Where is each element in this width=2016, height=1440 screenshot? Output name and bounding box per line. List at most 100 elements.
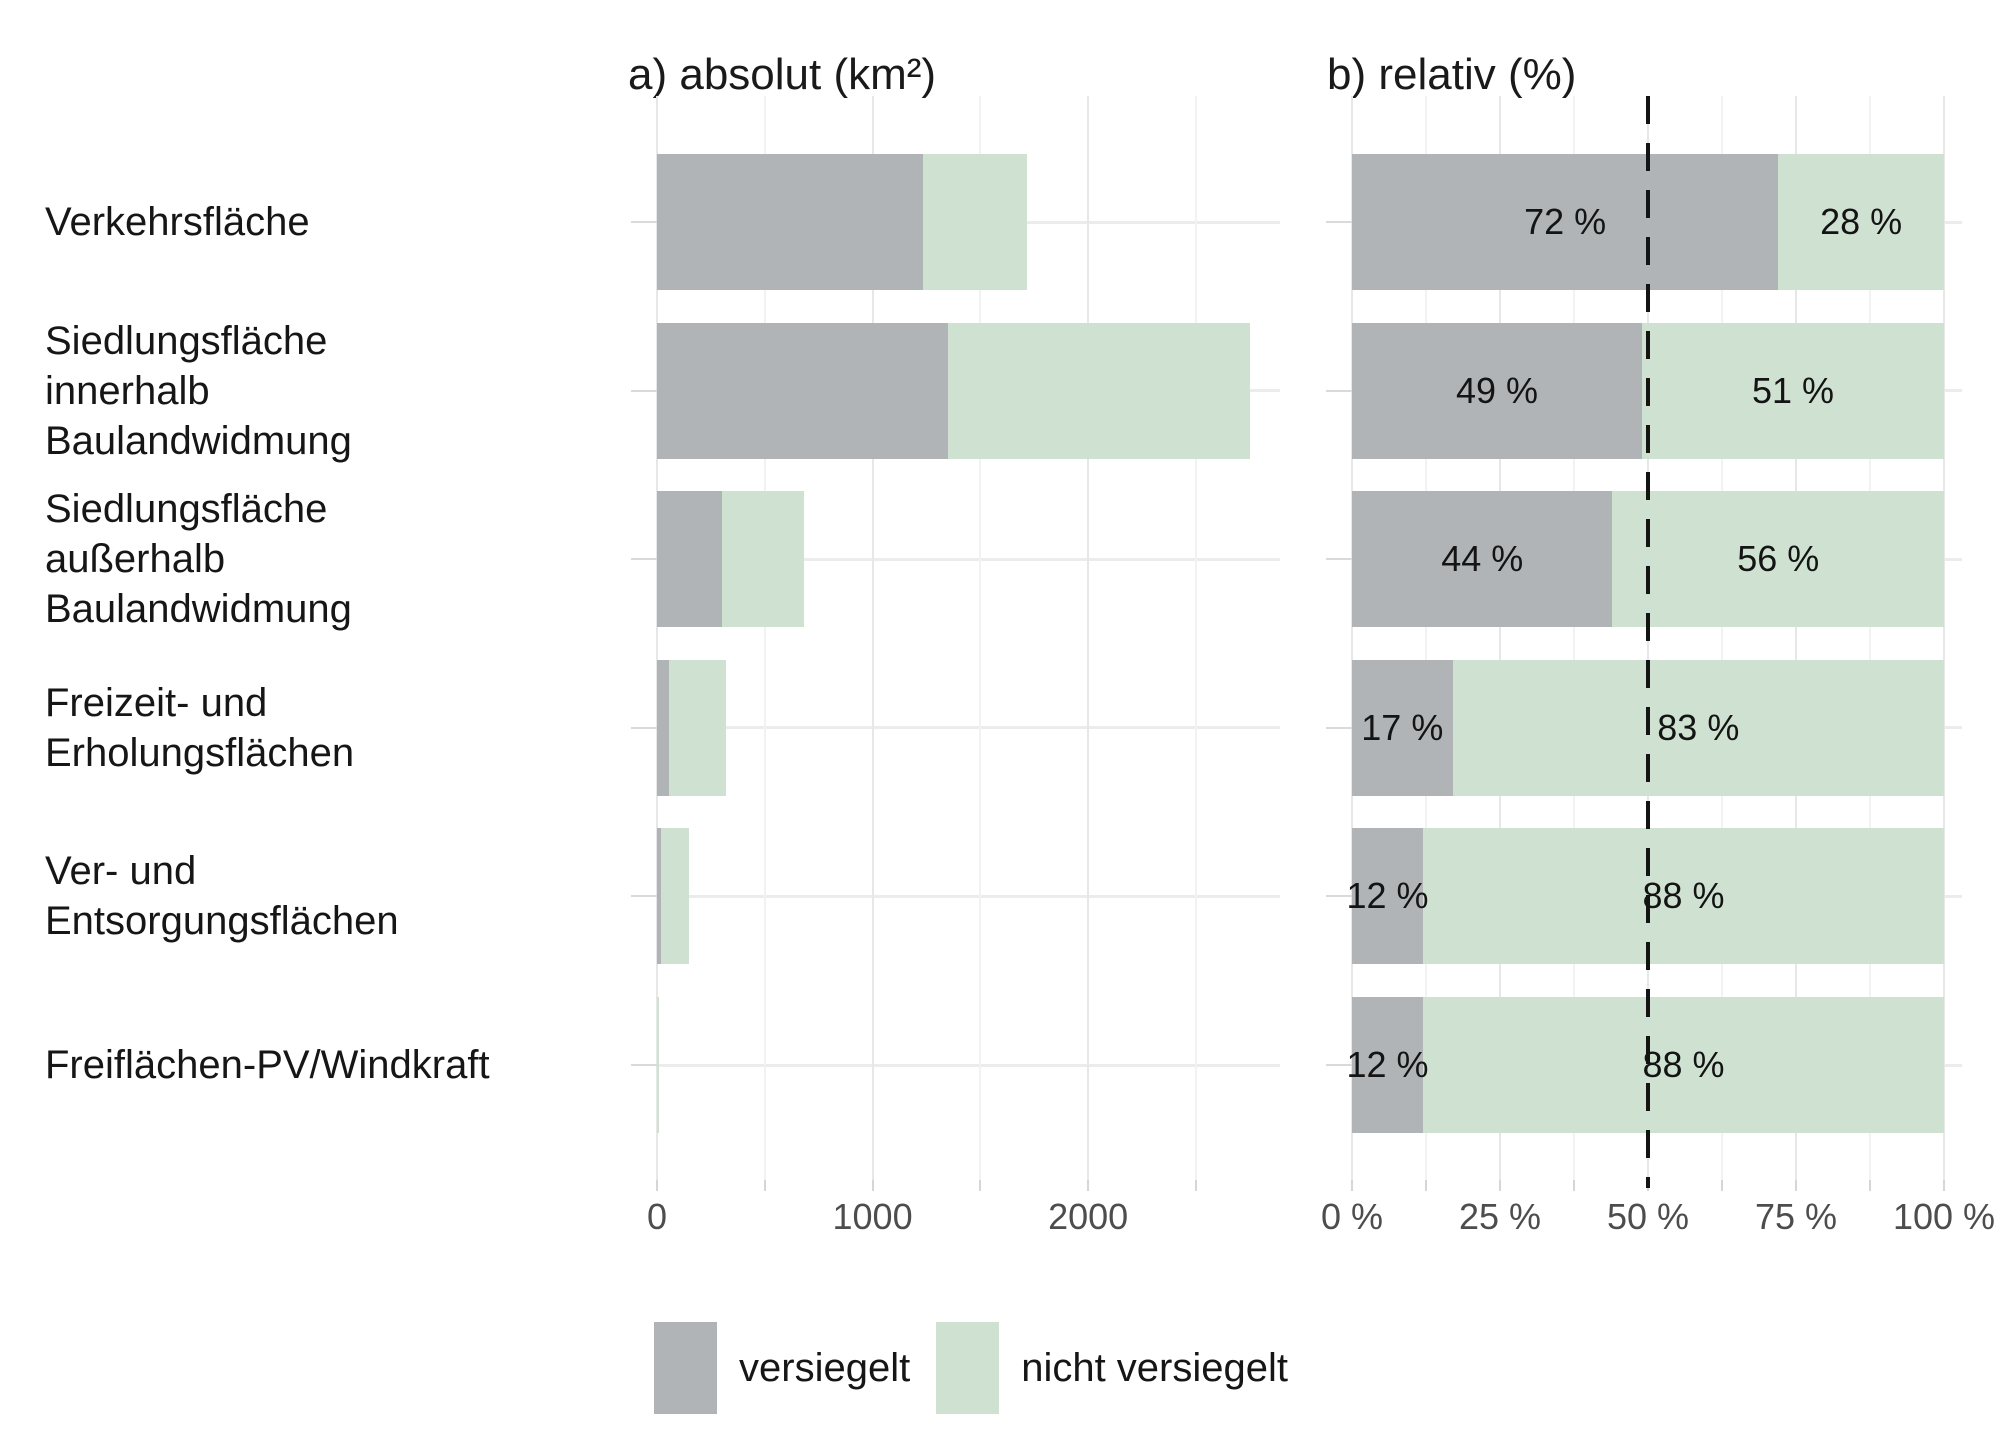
category-tick bbox=[631, 895, 657, 898]
bar-segment-versiegelt bbox=[657, 659, 669, 796]
bar-value-label-nicht-versiegelt: 28 % bbox=[1820, 201, 1903, 242]
legend-label-versiegelt: versiegelt bbox=[739, 1345, 911, 1390]
v-gridline-major bbox=[1087, 96, 1090, 1180]
x-axis-tick bbox=[1425, 1180, 1427, 1191]
v-gridline-minor bbox=[1573, 96, 1575, 1180]
category-label: Verkehrsfläche bbox=[45, 200, 310, 244]
bar-segment-nicht-versiegelt bbox=[1642, 322, 1944, 459]
category-tick bbox=[631, 389, 657, 392]
v-gridline-minor bbox=[1194, 96, 1197, 1180]
bar-segment-nicht-versiegelt bbox=[660, 828, 690, 965]
bar-value-label-nicht-versiegelt: 88 % bbox=[1642, 1044, 1725, 1085]
bar-segment-versiegelt bbox=[657, 828, 661, 965]
legend: versiegelt nicht versiegelt bbox=[654, 1322, 1314, 1414]
v-gridline-major bbox=[1351, 96, 1353, 1180]
v-gridline-major bbox=[1943, 96, 1945, 1180]
bar-segment-nicht-versiegelt bbox=[721, 491, 804, 628]
category-label: Ver- und Entsorgungsflächen bbox=[45, 849, 399, 944]
v-gridline-minor bbox=[979, 96, 982, 1180]
x-axis-tick-label: 1000 bbox=[832, 1196, 913, 1237]
x-axis-tick-label: 25 % bbox=[1458, 1196, 1542, 1237]
category-tick bbox=[1326, 389, 1352, 392]
bar-segment-versiegelt bbox=[1352, 491, 1613, 628]
bar-segment-versiegelt bbox=[657, 154, 924, 290]
x-axis-tick bbox=[763, 1180, 766, 1191]
bar-segment-nicht-versiegelt bbox=[1423, 997, 1944, 1133]
x-axis-tick bbox=[1721, 1180, 1723, 1191]
category-label: Freiflächen-PV/Windkraft bbox=[45, 1043, 490, 1087]
category-tick bbox=[631, 1064, 657, 1066]
bar-value-label-versiegelt: 12 % bbox=[1346, 875, 1429, 917]
bar-value-label-nicht-versiegelt: 51 % bbox=[1752, 369, 1835, 411]
category-label: Freizeit- und Erholungsflächen bbox=[45, 680, 355, 775]
h-gridline bbox=[657, 726, 1280, 730]
bar-segment-versiegelt bbox=[1352, 322, 1643, 459]
category-tick bbox=[631, 726, 657, 729]
x-axis-tick-label: 75 % bbox=[1754, 1196, 1838, 1237]
bar-segment-versiegelt bbox=[657, 491, 722, 628]
v-gridline-minor bbox=[1869, 96, 1871, 1180]
x-axis-tick bbox=[1795, 1180, 1797, 1191]
x-axis-tick-label: 100 % bbox=[1892, 1196, 1996, 1237]
x-axis-tick bbox=[656, 1180, 658, 1191]
x-axis-tick-label: 0 % bbox=[1320, 1196, 1384, 1237]
category-tick bbox=[1326, 726, 1352, 729]
legend-label-nicht-versiegelt: nicht versiegelt bbox=[1021, 1345, 1288, 1390]
bar-segment-nicht-versiegelt bbox=[668, 659, 726, 796]
category-tick bbox=[1326, 558, 1352, 561]
x-axis-tick bbox=[1087, 1180, 1090, 1191]
bar-value-label-versiegelt: 49 % bbox=[1456, 369, 1539, 411]
category-tick bbox=[631, 558, 657, 561]
bar-value-label-nicht-versiegelt: 88 % bbox=[1642, 875, 1725, 917]
bar-segment-nicht-versiegelt bbox=[1452, 659, 1944, 796]
x-axis-tick bbox=[1194, 1180, 1197, 1191]
bar-value-label-nicht-versiegelt: 83 % bbox=[1657, 706, 1740, 748]
bar-segment-nicht-versiegelt bbox=[923, 154, 1027, 290]
bar-segment-versiegelt bbox=[1352, 659, 1453, 796]
bar-value-label-versiegelt: 44 % bbox=[1441, 538, 1524, 580]
bar-segment-nicht-versiegelt bbox=[657, 997, 659, 1133]
v-gridline-major bbox=[871, 96, 874, 1180]
h-gridline bbox=[657, 1063, 1280, 1067]
bar-segment-versiegelt bbox=[657, 322, 949, 459]
bar-value-label-versiegelt: 17 % bbox=[1361, 706, 1444, 748]
x-axis-tick bbox=[871, 1180, 874, 1191]
bar-segment-nicht-versiegelt bbox=[1778, 154, 1944, 290]
bar-segment-nicht-versiegelt bbox=[1423, 828, 1944, 965]
bar-segment-nicht-versiegelt bbox=[1612, 491, 1944, 628]
legend-key-nicht-versiegelt bbox=[936, 1322, 1000, 1414]
category-label: Siedlungsfläche außerhalb Baulandwidmung bbox=[45, 487, 352, 632]
x-axis-tick bbox=[1351, 1180, 1353, 1191]
x-axis-tick-label: 50 % bbox=[1606, 1196, 1690, 1237]
h-gridline bbox=[657, 894, 1280, 898]
bar-segment-versiegelt bbox=[1352, 828, 1424, 965]
v-gridline-major bbox=[1795, 96, 1797, 1180]
h-gridline bbox=[657, 557, 1280, 561]
bar-segment-versiegelt bbox=[1352, 997, 1424, 1133]
bar-segment-versiegelt bbox=[1352, 154, 1779, 290]
bar-segment-nicht-versiegelt bbox=[948, 322, 1250, 459]
v-gridline-minor bbox=[1425, 96, 1427, 1180]
reference-line-50pct bbox=[1646, 96, 1650, 1188]
bar-value-label-nicht-versiegelt: 56 % bbox=[1737, 538, 1820, 580]
category-tick bbox=[1326, 895, 1352, 898]
bar-value-label-versiegelt: 12 % bbox=[1346, 1044, 1429, 1085]
x-axis-tick bbox=[1869, 1180, 1871, 1191]
x-axis-tick-label: 0 bbox=[646, 1196, 668, 1237]
category-tick bbox=[631, 221, 657, 223]
bar-value-label-versiegelt: 72 % bbox=[1524, 201, 1607, 242]
x-axis-tick bbox=[1573, 1180, 1575, 1191]
panel-a-title: a) absolut (km²) bbox=[628, 50, 937, 99]
x-axis-tick bbox=[1499, 1180, 1501, 1191]
v-gridline-major bbox=[1499, 96, 1501, 1180]
x-axis-tick bbox=[979, 1180, 982, 1191]
category-label: Siedlungsfläche innerhalb Baulandwidmung bbox=[45, 318, 352, 463]
v-gridline-minor bbox=[763, 96, 766, 1180]
v-gridline-major bbox=[656, 96, 658, 1180]
x-axis-tick bbox=[1943, 1180, 1945, 1191]
legend-key-versiegelt bbox=[654, 1322, 717, 1414]
category-tick bbox=[1326, 221, 1352, 223]
panel-b-title: b) relativ (%) bbox=[1327, 50, 1577, 99]
category-tick bbox=[1326, 1064, 1352, 1066]
